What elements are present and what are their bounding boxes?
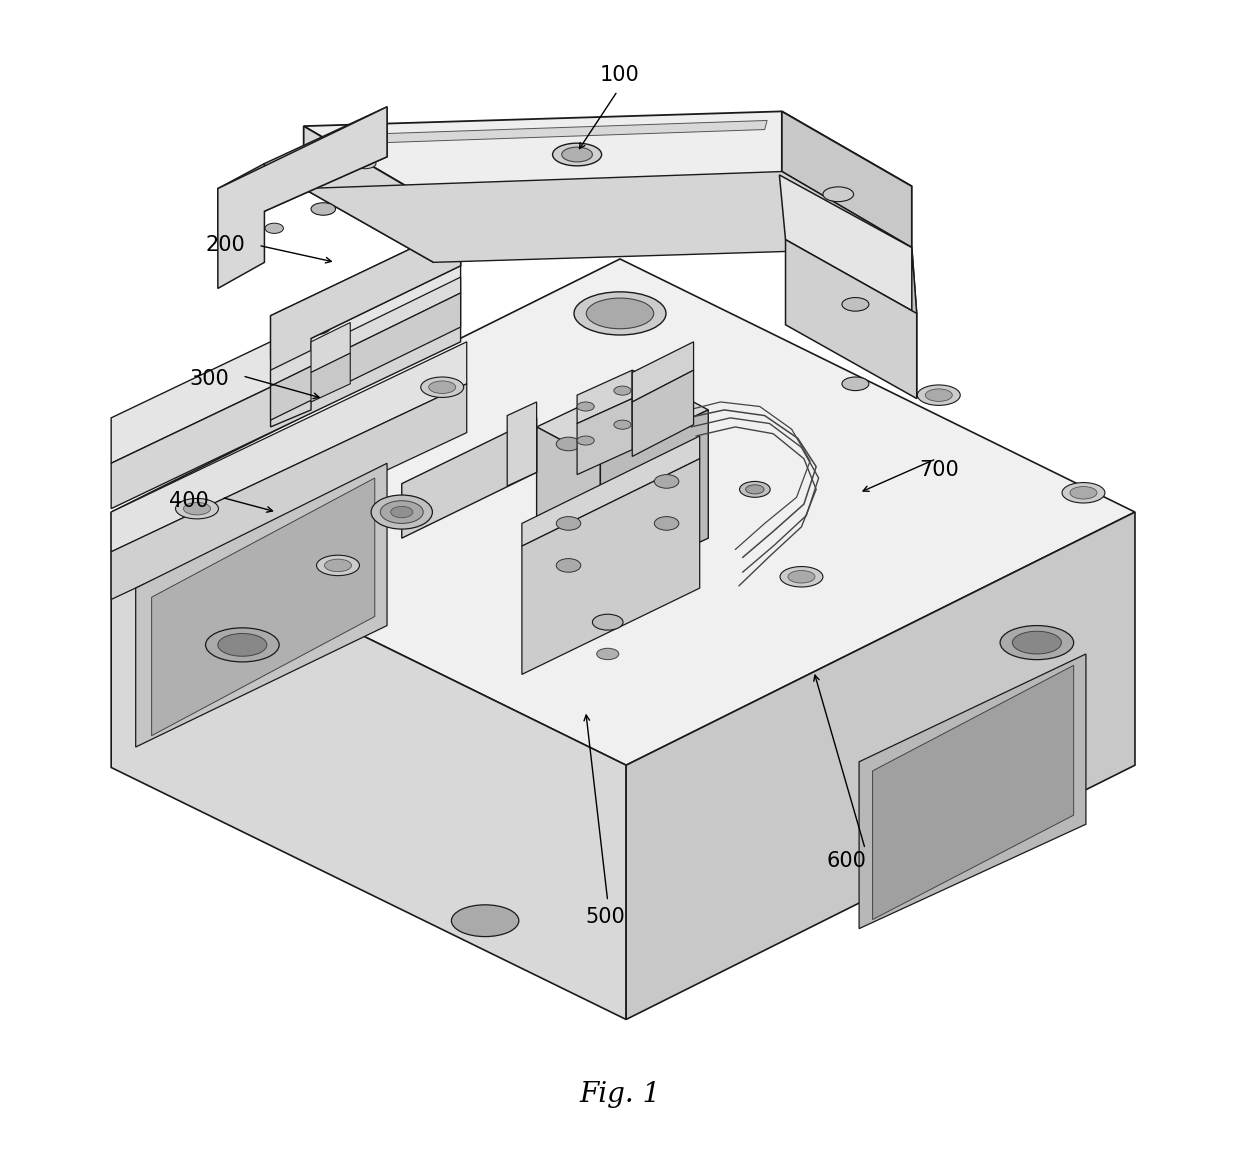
Text: Fig. 1: Fig. 1 bbox=[579, 1081, 661, 1108]
Ellipse shape bbox=[218, 633, 267, 656]
Polygon shape bbox=[311, 323, 350, 372]
Ellipse shape bbox=[823, 187, 853, 201]
Polygon shape bbox=[112, 384, 466, 600]
Ellipse shape bbox=[587, 298, 653, 329]
Polygon shape bbox=[522, 435, 699, 546]
Ellipse shape bbox=[1061, 483, 1105, 503]
Ellipse shape bbox=[325, 560, 351, 572]
Polygon shape bbox=[632, 370, 693, 456]
Polygon shape bbox=[270, 225, 460, 427]
Polygon shape bbox=[270, 293, 460, 421]
Polygon shape bbox=[135, 463, 387, 747]
Ellipse shape bbox=[557, 558, 580, 572]
Ellipse shape bbox=[745, 485, 764, 494]
Ellipse shape bbox=[557, 517, 580, 530]
Ellipse shape bbox=[296, 319, 331, 336]
Ellipse shape bbox=[574, 292, 666, 336]
Ellipse shape bbox=[353, 159, 376, 169]
Polygon shape bbox=[112, 250, 460, 463]
Polygon shape bbox=[577, 399, 632, 475]
Ellipse shape bbox=[655, 517, 678, 530]
Ellipse shape bbox=[184, 502, 211, 515]
Ellipse shape bbox=[451, 904, 518, 936]
Text: 500: 500 bbox=[585, 908, 625, 927]
Ellipse shape bbox=[593, 615, 622, 630]
Polygon shape bbox=[911, 247, 916, 399]
Ellipse shape bbox=[577, 402, 594, 411]
Ellipse shape bbox=[316, 555, 360, 576]
Polygon shape bbox=[112, 259, 1135, 765]
Text: 300: 300 bbox=[190, 369, 229, 390]
Ellipse shape bbox=[429, 381, 456, 393]
Polygon shape bbox=[218, 107, 387, 288]
Ellipse shape bbox=[553, 144, 601, 165]
Ellipse shape bbox=[311, 202, 336, 215]
Ellipse shape bbox=[381, 501, 423, 524]
Ellipse shape bbox=[265, 223, 284, 233]
Text: 100: 100 bbox=[600, 65, 640, 85]
Polygon shape bbox=[311, 353, 350, 402]
Text: 600: 600 bbox=[827, 850, 867, 871]
Ellipse shape bbox=[614, 421, 631, 430]
Polygon shape bbox=[151, 478, 374, 735]
Polygon shape bbox=[270, 296, 311, 358]
Polygon shape bbox=[311, 225, 460, 339]
Polygon shape bbox=[782, 111, 911, 247]
Polygon shape bbox=[522, 458, 699, 674]
Text: 400: 400 bbox=[169, 491, 208, 510]
Polygon shape bbox=[632, 341, 693, 402]
Polygon shape bbox=[112, 512, 626, 1019]
Polygon shape bbox=[304, 171, 911, 262]
Polygon shape bbox=[600, 410, 708, 588]
Polygon shape bbox=[632, 370, 657, 433]
Ellipse shape bbox=[557, 437, 580, 450]
Polygon shape bbox=[304, 111, 911, 202]
Text: 700: 700 bbox=[919, 460, 959, 480]
Polygon shape bbox=[270, 277, 460, 386]
Ellipse shape bbox=[614, 386, 631, 395]
Ellipse shape bbox=[918, 385, 960, 406]
Ellipse shape bbox=[780, 566, 823, 587]
Ellipse shape bbox=[925, 388, 952, 401]
Polygon shape bbox=[873, 665, 1074, 919]
Polygon shape bbox=[537, 427, 600, 588]
Ellipse shape bbox=[206, 627, 279, 662]
Polygon shape bbox=[218, 163, 264, 237]
Ellipse shape bbox=[371, 495, 433, 529]
Ellipse shape bbox=[176, 499, 218, 519]
Ellipse shape bbox=[739, 481, 770, 498]
Ellipse shape bbox=[420, 377, 464, 398]
Ellipse shape bbox=[562, 147, 593, 162]
Ellipse shape bbox=[787, 571, 815, 583]
Polygon shape bbox=[112, 341, 466, 552]
Polygon shape bbox=[577, 370, 632, 424]
Ellipse shape bbox=[577, 435, 594, 445]
Polygon shape bbox=[336, 121, 768, 145]
Ellipse shape bbox=[842, 377, 869, 391]
Polygon shape bbox=[264, 107, 387, 211]
Polygon shape bbox=[780, 175, 916, 314]
Polygon shape bbox=[859, 654, 1086, 928]
Text: 200: 200 bbox=[206, 236, 246, 255]
Polygon shape bbox=[112, 296, 460, 509]
Ellipse shape bbox=[1070, 486, 1097, 499]
Polygon shape bbox=[537, 376, 708, 461]
Polygon shape bbox=[785, 240, 916, 399]
Polygon shape bbox=[507, 402, 537, 486]
Polygon shape bbox=[304, 126, 434, 262]
Polygon shape bbox=[402, 418, 537, 538]
Ellipse shape bbox=[596, 648, 619, 660]
Ellipse shape bbox=[655, 395, 678, 409]
Ellipse shape bbox=[655, 475, 678, 488]
Ellipse shape bbox=[1012, 631, 1061, 654]
Ellipse shape bbox=[842, 298, 869, 311]
Polygon shape bbox=[626, 512, 1135, 1019]
Ellipse shape bbox=[1001, 625, 1074, 660]
Ellipse shape bbox=[391, 507, 413, 518]
